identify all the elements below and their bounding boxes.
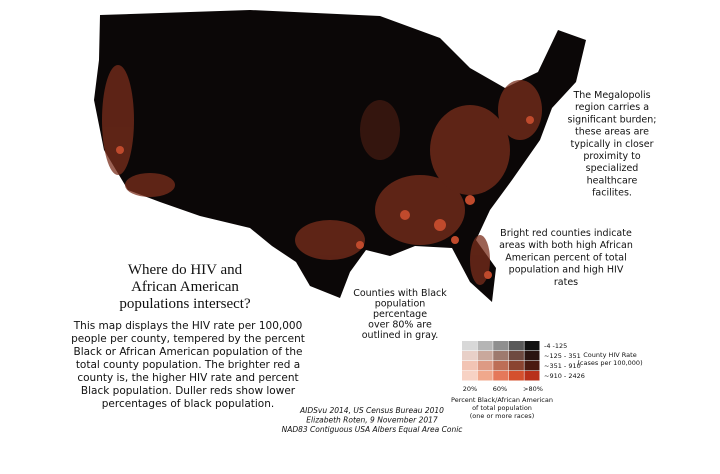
description-line: county is, the higher HIV rate and perce… — [77, 372, 298, 384]
legend-cell — [477, 351, 493, 361]
title-line: African American — [131, 279, 239, 295]
credit-line: Elizabeth Roten, 9 November 2017 — [306, 416, 438, 425]
title-line: populations intersect? — [119, 296, 251, 312]
legend-cell — [493, 361, 509, 371]
legend-rate-label: -4 -125 — [544, 342, 567, 350]
legend-title: (cases per 100,000) — [577, 359, 642, 367]
annotation-line: facilites. — [592, 188, 632, 199]
annotation-line: healthcare — [587, 175, 638, 186]
title-line: Where do HIV and — [128, 262, 243, 278]
legend-percent-label: 20% — [463, 385, 477, 393]
legend-title: of total population — [472, 404, 532, 412]
legend-rate-label: ~351 - 910 — [544, 362, 581, 370]
legend-grid — [462, 341, 540, 381]
legend-title: (one or more races) — [470, 412, 534, 420]
description-line: percentages of black population. — [102, 398, 274, 410]
annotation-line: significant burden; — [568, 114, 657, 125]
legend-cell — [462, 361, 478, 371]
legend-cell — [508, 361, 524, 371]
annotation-line: these areas are — [575, 127, 649, 138]
credit-line: AIDSvu 2014, US Census Bureau 2010 — [299, 406, 444, 415]
annotation-line: percentage — [373, 309, 427, 320]
description-line: Black or African American population of … — [74, 346, 303, 358]
annotation-line: population and high HIV — [509, 265, 624, 276]
us-outline — [94, 10, 586, 302]
legend-cell — [493, 341, 509, 351]
legend-cell — [508, 351, 524, 361]
legend-cell — [477, 371, 493, 381]
annotation-line: areas with both high African — [499, 240, 633, 251]
legend-title: Percent Black/African American — [451, 396, 553, 404]
legend-cell — [524, 371, 540, 381]
legend-cell — [524, 351, 540, 361]
annotation-line: outlined in gray. — [362, 330, 438, 341]
legend-cell — [462, 341, 478, 351]
legend-rate-label: ~910 - 2426 — [544, 372, 585, 380]
annotation-line: over 80% are — [368, 320, 432, 331]
description-line: people per county, tempered by the perce… — [71, 333, 305, 345]
annotation-line: region carries a — [575, 102, 649, 113]
annotation-line: specialized — [586, 163, 639, 174]
description-line: This map displays the HIV rate per 100,0… — [73, 320, 303, 332]
credit-line: NAD83 Contiguous USA Albers Equal Area C… — [282, 425, 464, 434]
legend-title: County HIV Rate — [583, 351, 636, 359]
annotation-line: The Megalopolis — [572, 90, 650, 101]
legend-percent-label: 60% — [493, 385, 507, 393]
legend-cell — [477, 341, 493, 351]
legend-cell — [508, 371, 524, 381]
annotation-line: typically in closer — [570, 139, 653, 150]
legend-cell — [524, 361, 540, 371]
description-line: total county population. The brighter re… — [76, 359, 300, 371]
legend-cell — [477, 361, 493, 371]
legend-cell — [493, 351, 509, 361]
us-map — [94, 10, 586, 302]
annotation-line: proximity to — [583, 151, 640, 162]
legend-cell — [508, 341, 524, 351]
annotation-line: American percent of total — [505, 252, 627, 263]
annotation-line: Bright red counties indicate — [500, 228, 632, 239]
description-line: Black population. Duller reds show lower — [81, 385, 296, 397]
bright-counties — [116, 116, 534, 279]
annotation-line: population — [375, 299, 426, 310]
legend-cell — [493, 371, 509, 381]
annotation-line: Counties with Black — [353, 288, 447, 299]
legend-rate-label: ~125 - 351 — [544, 352, 581, 360]
legend-cell — [462, 371, 478, 381]
legend-cell — [524, 341, 540, 351]
annotation-line: rates — [554, 277, 578, 288]
legend-percent-label: >80% — [523, 385, 543, 393]
legend-cell — [462, 351, 478, 361]
